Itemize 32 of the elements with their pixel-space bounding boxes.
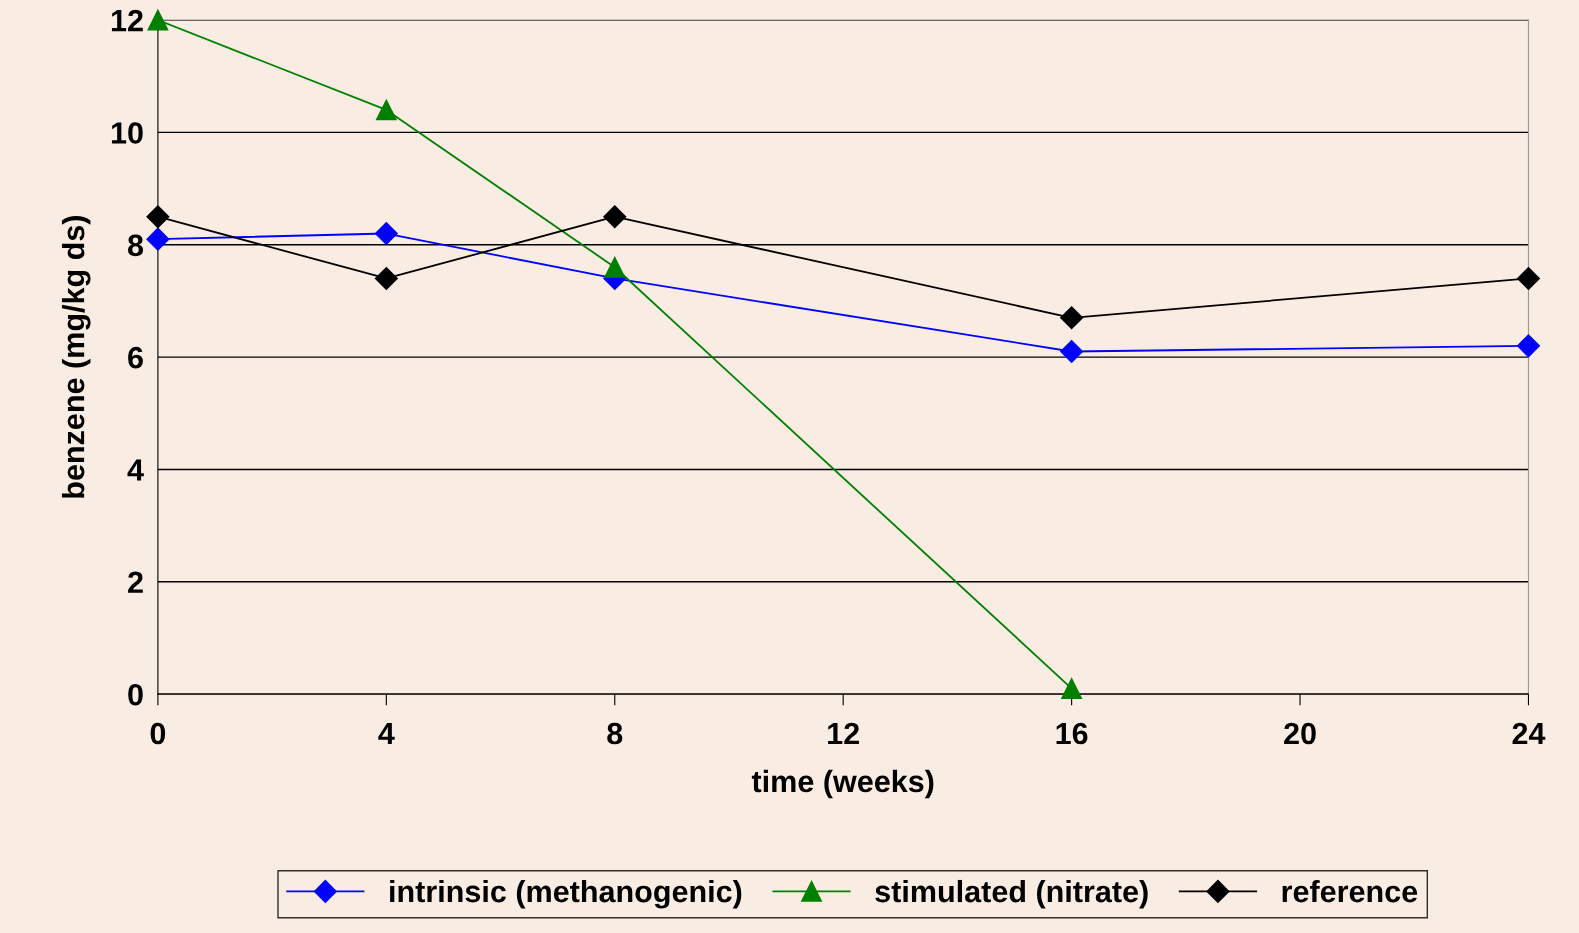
y-tick-label: 8 [127,234,144,257]
x-tick-label: 4 [378,723,395,745]
x-axis-title: time (weeks) [751,769,934,799]
x-tick-label: 16 [1056,722,1088,745]
x-tick-label: 20 [1284,722,1316,745]
x-tick-label: 8 [607,722,623,745]
y-tick-label: 0 [128,683,143,706]
point [374,222,398,246]
y-axis-title: benzene (mg/kg ds) [61,216,91,498]
y-tick-label: 12 [111,9,143,32]
legend-label: intrinsic (methanogenic) [390,879,742,909]
point [375,99,397,121]
point [1516,334,1540,358]
point [1061,678,1083,699]
x-tick-label: 24 [1512,722,1546,745]
y-tick-label: 2 [128,571,143,593]
y-tick-label: 6 [128,346,143,369]
x-tick-label: 12 [828,722,859,745]
point [603,205,627,229]
point [604,256,626,278]
y-tick-label: 4 [127,459,144,481]
x-tick-label: 0 [150,722,166,745]
point [147,9,169,31]
legend-label: stimulated (nitrate) [875,879,1148,909]
y-tick-label: 10 [111,122,143,144]
legend-label: reference [1282,879,1418,903]
point [1060,339,1084,363]
point [146,227,170,251]
point [146,205,170,229]
point [374,266,398,290]
point [1516,266,1540,290]
point [1060,306,1084,330]
